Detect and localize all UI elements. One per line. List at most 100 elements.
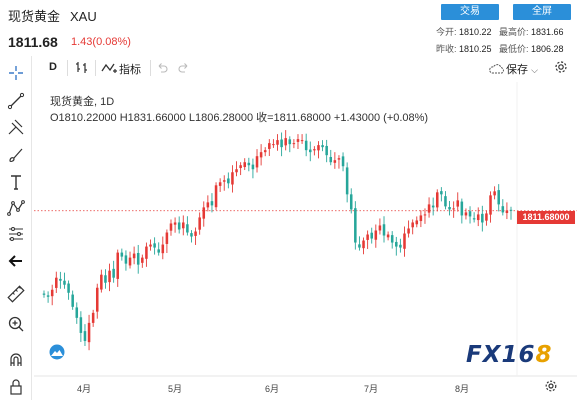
settings-icon[interactable]	[554, 60, 568, 74]
ruler-icon[interactable]	[6, 284, 26, 304]
candle-body	[431, 205, 435, 208]
candle-body	[309, 149, 312, 153]
candle-body	[460, 201, 464, 216]
candle-body	[79, 317, 83, 333]
candle-body	[222, 180, 226, 182]
bar-style-icon[interactable]	[75, 60, 89, 74]
candle-body	[485, 213, 488, 221]
candle-body	[55, 277, 58, 288]
candle-body	[173, 222, 177, 225]
candle-body	[153, 243, 156, 248]
crosshair-icon[interactable]	[6, 63, 26, 83]
indicators-label: 指标	[119, 64, 141, 76]
open-label: 今开:	[436, 27, 457, 37]
pattern-icon[interactable]	[6, 198, 26, 218]
candle-body	[87, 322, 91, 343]
x-tick-label: 4月	[77, 384, 92, 394]
candle-body	[161, 244, 165, 254]
chart-legend-ohlc: O1810.22000 H1831.66000 L1806.28000 收=18…	[50, 112, 429, 124]
prev-close-quote: 昨收: 1810.25	[436, 42, 492, 55]
candle-body	[91, 312, 95, 323]
candle-body	[149, 244, 152, 247]
magnet-icon[interactable]	[6, 350, 26, 370]
toolbar-divider	[150, 60, 151, 76]
candle-body	[206, 202, 210, 208]
candle-body	[329, 156, 333, 163]
candle-body	[313, 149, 316, 151]
candle-body	[300, 140, 304, 142]
candle-body	[247, 162, 251, 166]
candle-body	[235, 169, 238, 173]
candle-body	[427, 204, 431, 213]
candle-body	[489, 195, 492, 215]
candle-body	[362, 240, 365, 249]
candlestick-chart[interactable]	[34, 82, 577, 400]
settings-icon[interactable]	[544, 379, 558, 393]
back-arrow-icon[interactable]	[6, 251, 26, 271]
prev-close-value: 1810.25	[459, 44, 492, 54]
zoom-in-icon[interactable]	[6, 314, 26, 334]
candle-body	[349, 194, 353, 210]
candle-body	[452, 208, 455, 210]
brush-icon[interactable]	[6, 145, 26, 165]
redo-icon[interactable]	[178, 61, 190, 73]
measure-tools-icon[interactable]	[6, 224, 26, 244]
candle-body	[395, 241, 398, 247]
candle-body	[505, 210, 509, 214]
candle-body	[251, 164, 255, 170]
candle-body	[132, 253, 136, 259]
candle-body	[165, 232, 169, 244]
candle-body	[67, 283, 70, 293]
open-value: 1810.22	[459, 27, 492, 37]
indicators-button[interactable]: 指标	[101, 61, 141, 77]
candle-body	[337, 158, 341, 160]
interval-button[interactable]: D	[49, 61, 57, 73]
undo-icon[interactable]	[156, 61, 168, 73]
candle-body	[268, 143, 271, 149]
candle-body	[374, 230, 378, 240]
trend-line-icon[interactable]	[6, 91, 26, 111]
candle-body	[509, 209, 513, 211]
candle-body	[210, 201, 214, 206]
candle-body	[42, 293, 46, 295]
lock-icon[interactable]	[6, 377, 26, 397]
candle-body	[288, 139, 292, 145]
candle-body	[390, 235, 394, 243]
candle-body	[46, 295, 50, 297]
chevron-down-icon: ⌵	[531, 65, 538, 75]
trade-button[interactable]: 交易	[441, 4, 499, 20]
cloud-icon	[489, 64, 504, 74]
instrument-symbol: XAU	[70, 9, 97, 24]
candle-body	[116, 252, 120, 279]
candle-body	[263, 150, 267, 153]
candle-body	[411, 222, 414, 228]
candle-body	[100, 274, 103, 290]
candle-body	[440, 191, 443, 195]
candle-body	[444, 196, 447, 207]
candle-body	[198, 217, 201, 230]
candle-body	[358, 244, 361, 248]
candle-body	[231, 172, 234, 185]
prev-close-label: 昨收:	[436, 44, 457, 54]
candle-body	[276, 140, 279, 145]
instrument-title: 现货黄金 XAU	[8, 6, 97, 25]
candle-body	[378, 225, 382, 231]
candle-body	[321, 145, 324, 148]
candle-body	[448, 206, 451, 210]
candle-body	[63, 280, 66, 285]
candle-body	[304, 140, 308, 151]
candle-body	[214, 185, 218, 208]
candle-body	[370, 232, 373, 239]
candle-body	[497, 190, 500, 205]
candle-body	[423, 214, 427, 216]
save-button[interactable]: 保存 ⌵	[488, 61, 538, 77]
candle-body	[407, 228, 410, 234]
indicators-icon	[101, 63, 117, 73]
candle-body	[464, 212, 468, 216]
text-icon[interactable]	[6, 172, 26, 192]
candle-body	[112, 268, 115, 278]
candle-body	[239, 165, 242, 169]
pitchfork-icon[interactable]	[6, 117, 26, 137]
fullscreen-button[interactable]: 全屏	[513, 4, 571, 20]
drawing-toolbar	[0, 56, 32, 400]
